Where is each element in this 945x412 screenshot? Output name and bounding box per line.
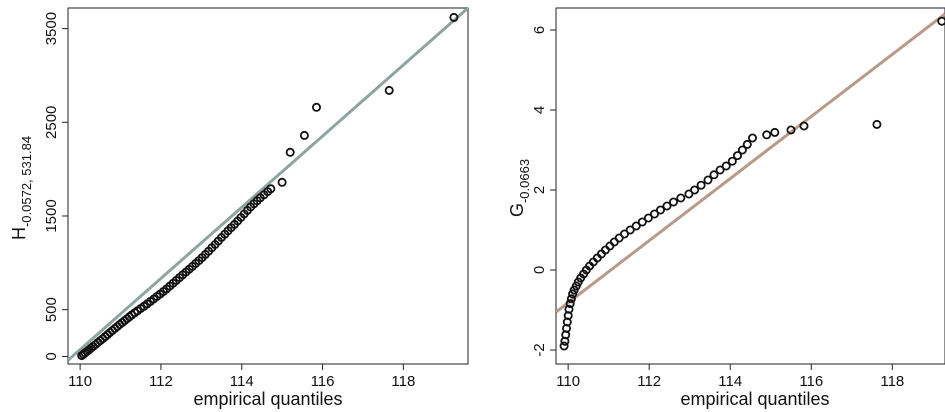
right-data-point xyxy=(637,217,647,227)
right-data-point xyxy=(703,175,713,185)
right-data-point xyxy=(715,165,725,175)
right-x-tick-label: 118 xyxy=(880,373,904,390)
right-data-point xyxy=(662,201,672,211)
left-qq-plot: 110 112 114 116 118 0 500 1500 2500 3500 empirica… xyxy=(9,7,469,409)
left-data-point xyxy=(311,102,321,112)
right-x-tick-label: 110 xyxy=(556,373,580,390)
right-data-point xyxy=(676,193,686,203)
right-data-point xyxy=(742,139,752,149)
right-data-point xyxy=(650,209,660,219)
right-data-point xyxy=(799,121,809,131)
right-data-point xyxy=(565,299,575,309)
left-x-axis-title: empirical quantiles xyxy=(193,389,342,409)
right-data-point xyxy=(669,197,679,207)
left-y-axis-title: H-0.0572, 531.84 xyxy=(9,136,34,240)
left-data-point xyxy=(384,85,394,95)
right-data-point xyxy=(872,119,882,129)
left-y-tick-label: 2500 xyxy=(43,106,60,139)
right-plot-frame xyxy=(555,7,945,365)
right-x-tick-label: 112 xyxy=(637,373,661,390)
right-qq-plot: 110 112 114 116 118 -2 0 2 4 6 empirical quantile… xyxy=(507,7,945,409)
right-data-point xyxy=(721,161,731,171)
right-y-tick-label: 0 xyxy=(531,266,548,274)
left-x-tick-label: 116 xyxy=(311,373,335,390)
right-data-point xyxy=(696,180,706,190)
left-x-tick-label: 118 xyxy=(391,373,415,390)
left-x-tick-label: 110 xyxy=(68,373,92,390)
right-y-axis-title-subscript: -0.0663 xyxy=(517,159,532,203)
left-data-point xyxy=(277,177,287,187)
right-y-axis-title-main: G xyxy=(507,203,527,217)
right-reference-line xyxy=(556,12,945,314)
left-y-axis-title-main: H xyxy=(9,227,29,240)
left-data-point xyxy=(449,12,459,22)
right-data-point xyxy=(786,125,796,135)
left-data-point xyxy=(266,184,276,194)
right-data-point xyxy=(643,213,653,223)
right-data-point xyxy=(748,133,758,143)
right-y-axis-title: G-0.0663 xyxy=(507,159,532,217)
right-y-tick-label: 6 xyxy=(531,26,548,34)
right-data-point xyxy=(770,127,780,137)
left-plot-frame xyxy=(67,7,469,365)
right-data-point xyxy=(656,205,666,215)
right-data-point xyxy=(625,225,635,235)
left-reference-line xyxy=(68,8,468,362)
left-y-tick-label: 3500 xyxy=(43,12,60,45)
right-data-point xyxy=(690,185,700,195)
right-y-tick-label: -2 xyxy=(531,343,548,356)
right-data-point xyxy=(620,229,630,239)
right-data-point xyxy=(684,189,694,199)
right-data-point xyxy=(733,151,743,161)
left-y-tick-label: 1500 xyxy=(43,199,60,232)
right-x-tick-label: 114 xyxy=(718,373,742,390)
right-data-point xyxy=(937,16,945,26)
left-y-axis-title-subscript: -0.0572, 531.84 xyxy=(19,136,34,227)
left-x-tick-label: 114 xyxy=(230,373,254,390)
left-y-tick-label: 500 xyxy=(43,297,60,322)
right-data-point xyxy=(559,341,569,351)
left-x-tick-label: 112 xyxy=(149,373,173,390)
right-data-point xyxy=(727,156,737,166)
right-x-axis-title: empirical quantiles xyxy=(680,389,829,409)
right-data-point xyxy=(631,221,641,231)
right-data-point xyxy=(762,130,772,140)
right-data-point xyxy=(709,170,719,180)
right-data-point xyxy=(737,145,747,155)
right-data-point xyxy=(566,294,576,304)
left-y-tick-label: 0 xyxy=(43,352,60,360)
right-data-point xyxy=(564,304,574,314)
right-y-tick-label: 4 xyxy=(531,106,548,114)
right-x-tick-label: 116 xyxy=(799,373,823,390)
left-data-point xyxy=(285,147,295,157)
right-y-tick-label: 2 xyxy=(531,186,548,194)
left-data-point xyxy=(299,130,309,140)
